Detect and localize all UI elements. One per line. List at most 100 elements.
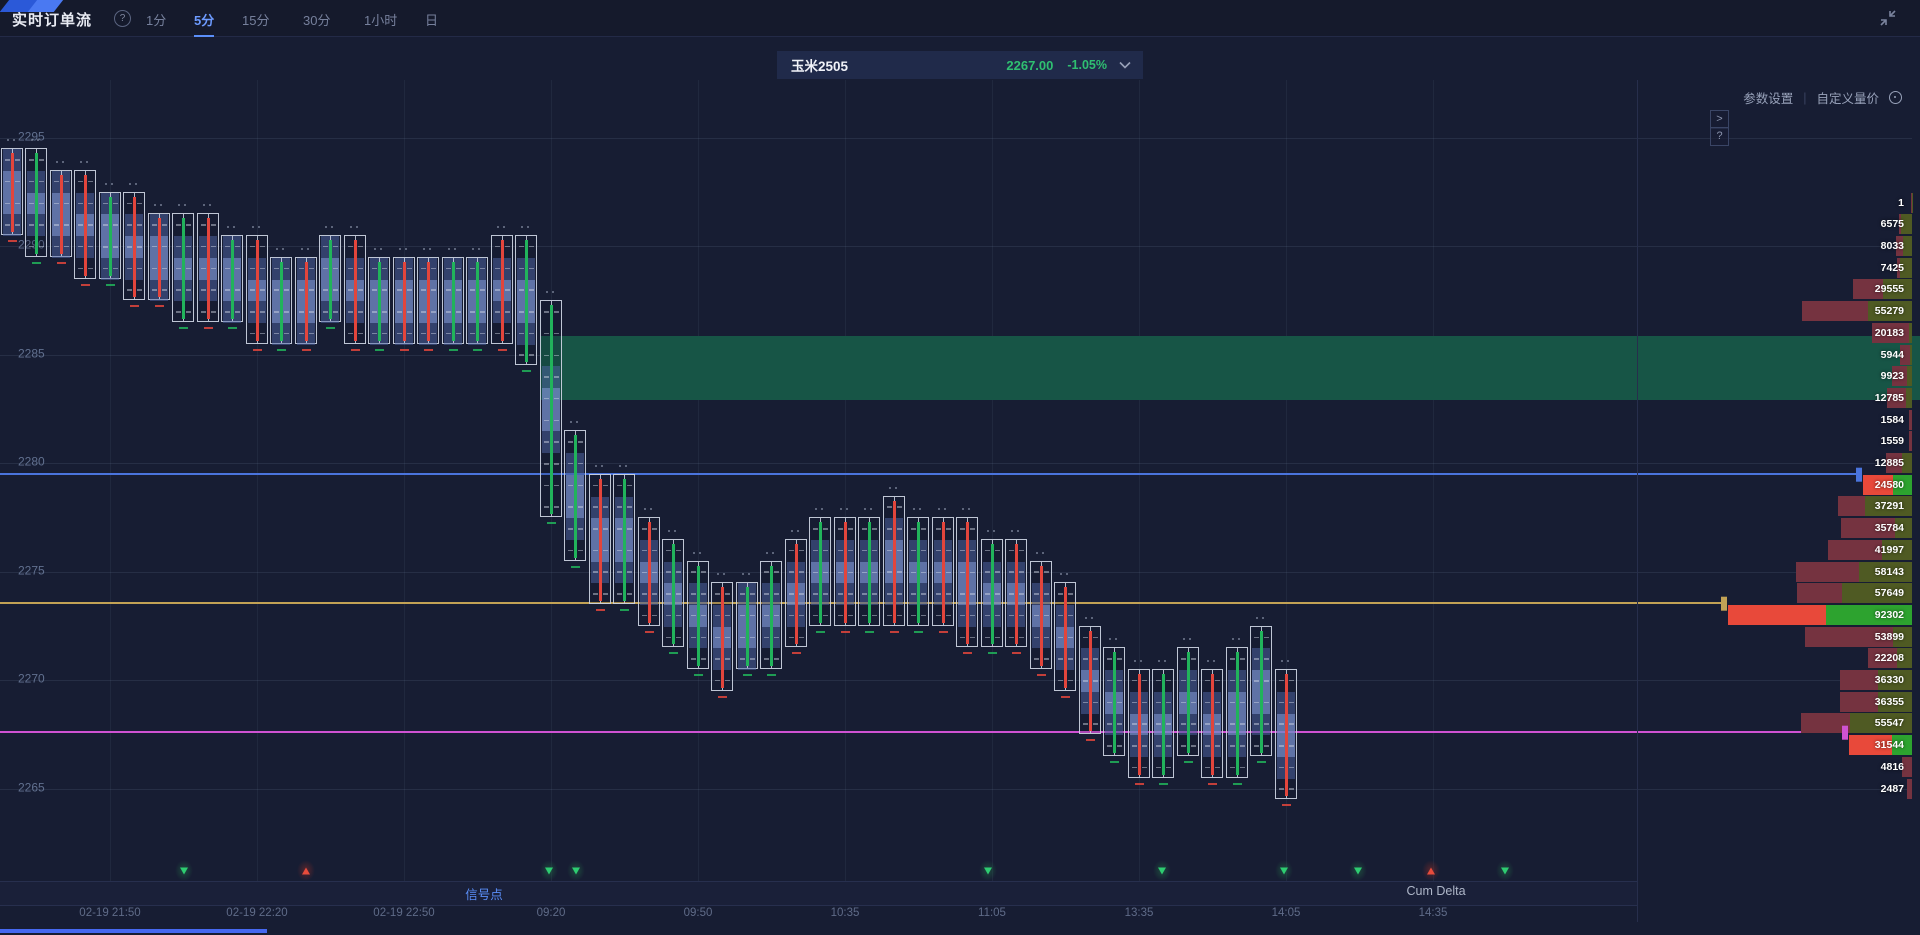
footprint-candle[interactable] xyxy=(1226,647,1248,778)
footprint-candle[interactable] xyxy=(1030,560,1052,670)
footprint-candle[interactable] xyxy=(393,256,415,345)
buy-signal-icon[interactable] xyxy=(567,860,585,881)
ask-volume-mark xyxy=(529,245,534,248)
footprint-candle[interactable] xyxy=(540,300,562,518)
ask-volume-mark xyxy=(799,571,804,573)
sell-signal-icon[interactable] xyxy=(297,860,315,881)
candle-delta-body xyxy=(500,240,504,341)
footprint-candle[interactable] xyxy=(907,517,929,626)
footprint-candle[interactable] xyxy=(564,430,586,561)
footprint-candle[interactable] xyxy=(368,256,390,345)
footprint-candle[interactable] xyxy=(172,213,194,322)
tab-1分[interactable]: 1分 xyxy=(146,13,167,28)
footprint-candle[interactable] xyxy=(687,560,709,670)
footprint-candle[interactable] xyxy=(1005,538,1027,648)
bid-volume-mark xyxy=(1132,766,1137,769)
ask-volume-mark xyxy=(774,571,779,573)
buy-signal-icon[interactable] xyxy=(175,860,193,881)
bar-delta-value xyxy=(865,630,874,633)
bar-delta-value xyxy=(351,348,360,351)
footprint-candle[interactable] xyxy=(932,517,954,626)
footprint-candle[interactable] xyxy=(50,170,72,258)
tab-5分[interactable]: 5分 xyxy=(194,10,215,37)
footprint-candle[interactable] xyxy=(711,582,733,691)
footprint-candle[interactable] xyxy=(270,256,292,345)
footprint-candle[interactable] xyxy=(1275,669,1297,800)
footprint-candle[interactable] xyxy=(25,148,47,257)
footprint-candle[interactable] xyxy=(515,235,537,366)
buy-signal-icon[interactable] xyxy=(1153,860,1171,881)
footprint-candle[interactable] xyxy=(123,191,145,301)
buy-signal-icon[interactable] xyxy=(1275,860,1293,881)
footprint-candle[interactable] xyxy=(1250,625,1272,756)
footprint-candle[interactable] xyxy=(883,495,905,626)
custom-volume-button[interactable]: 自定义量价 xyxy=(1816,92,1879,106)
bid-volume-mark xyxy=(1083,680,1088,682)
signal-points-label[interactable]: 信号点 xyxy=(465,888,503,902)
footprint-candle[interactable] xyxy=(809,517,831,626)
footprint-candle[interactable] xyxy=(74,170,96,279)
tab-1小时[interactable]: 1小时 xyxy=(364,13,398,28)
footprint-candle[interactable] xyxy=(1177,647,1199,756)
buy-signal-icon[interactable] xyxy=(1496,860,1514,881)
buy-signal-icon[interactable] xyxy=(1349,860,1367,881)
footprint-candle[interactable] xyxy=(1,148,23,237)
ask-volume-mark xyxy=(39,180,44,183)
footprint-candle[interactable] xyxy=(589,473,611,605)
circle-dot-icon[interactable] xyxy=(1889,91,1902,104)
poc-dot xyxy=(399,247,401,250)
footprint-candle[interactable] xyxy=(491,235,513,344)
chevron-down-icon[interactable] xyxy=(1117,57,1133,73)
panel-help-button[interactable]: ? xyxy=(1710,127,1729,146)
footprint-candle[interactable] xyxy=(1103,647,1125,756)
volume-profile-row xyxy=(1898,214,1912,235)
footprint-candle[interactable] xyxy=(344,235,366,344)
footprint-candle[interactable] xyxy=(197,213,219,322)
sell-signal-icon[interactable] xyxy=(1422,860,1440,881)
footprint-candle[interactable] xyxy=(1128,669,1150,778)
footprint-candle[interactable] xyxy=(295,256,317,345)
ask-volume-mark xyxy=(554,311,559,313)
volume-profile-value: 9923 xyxy=(1880,370,1904,383)
footprint-candle[interactable] xyxy=(785,538,807,648)
tab-15分[interactable]: 15分 xyxy=(242,13,270,28)
buy-signal-icon[interactable] xyxy=(540,860,558,881)
scrollbar-thumb[interactable] xyxy=(0,929,267,933)
footprint-candle[interactable] xyxy=(246,235,268,344)
footprint-candle[interactable] xyxy=(834,517,856,626)
ask-volume-mark xyxy=(211,224,216,226)
param-settings-button[interactable]: 参数设置 xyxy=(1743,92,1794,106)
footprint-candle[interactable] xyxy=(1152,669,1174,778)
footprint-candle[interactable] xyxy=(466,256,488,345)
footprint-candle[interactable] xyxy=(319,235,341,323)
bid-volume-mark xyxy=(764,658,769,660)
ask-volume-mark xyxy=(1240,745,1245,747)
footprint-candle[interactable] xyxy=(981,538,1003,648)
collapse-icon[interactable] xyxy=(1878,8,1898,28)
footprint-candle[interactable] xyxy=(1054,582,1076,691)
tab-30分[interactable]: 30分 xyxy=(303,13,331,28)
footprint-candle[interactable] xyxy=(148,213,170,302)
footprint-candle[interactable] xyxy=(956,517,978,648)
footprint-candle[interactable] xyxy=(1201,669,1223,778)
footprint-candle[interactable] xyxy=(417,256,439,345)
buy-signal-icon[interactable] xyxy=(979,860,997,881)
ask-volume-mark xyxy=(333,267,338,270)
ask-volume-mark xyxy=(1044,636,1049,639)
bid-volume-mark xyxy=(1009,549,1014,552)
footprint-candle[interactable] xyxy=(442,256,464,345)
footprint-candle[interactable] xyxy=(1079,625,1101,735)
footprint-candle[interactable] xyxy=(99,191,121,280)
help-icon[interactable]: ? xyxy=(114,10,131,27)
footprint-candle[interactable] xyxy=(760,560,782,670)
footprint-candle[interactable] xyxy=(736,582,758,671)
ask-volume-mark xyxy=(1191,723,1196,725)
footprint-candle[interactable] xyxy=(638,517,660,626)
footprint-candle[interactable] xyxy=(662,538,684,648)
footprint-candle[interactable] xyxy=(613,473,635,605)
tab-日[interactable]: 日 xyxy=(425,13,439,28)
cum-delta-label[interactable]: Cum Delta xyxy=(1406,884,1466,898)
footprint-candle[interactable] xyxy=(221,235,243,323)
instrument-selector[interactable]: 玉米2505 2267.00 -1.05% xyxy=(777,51,1143,79)
footprint-candle[interactable] xyxy=(858,517,880,626)
